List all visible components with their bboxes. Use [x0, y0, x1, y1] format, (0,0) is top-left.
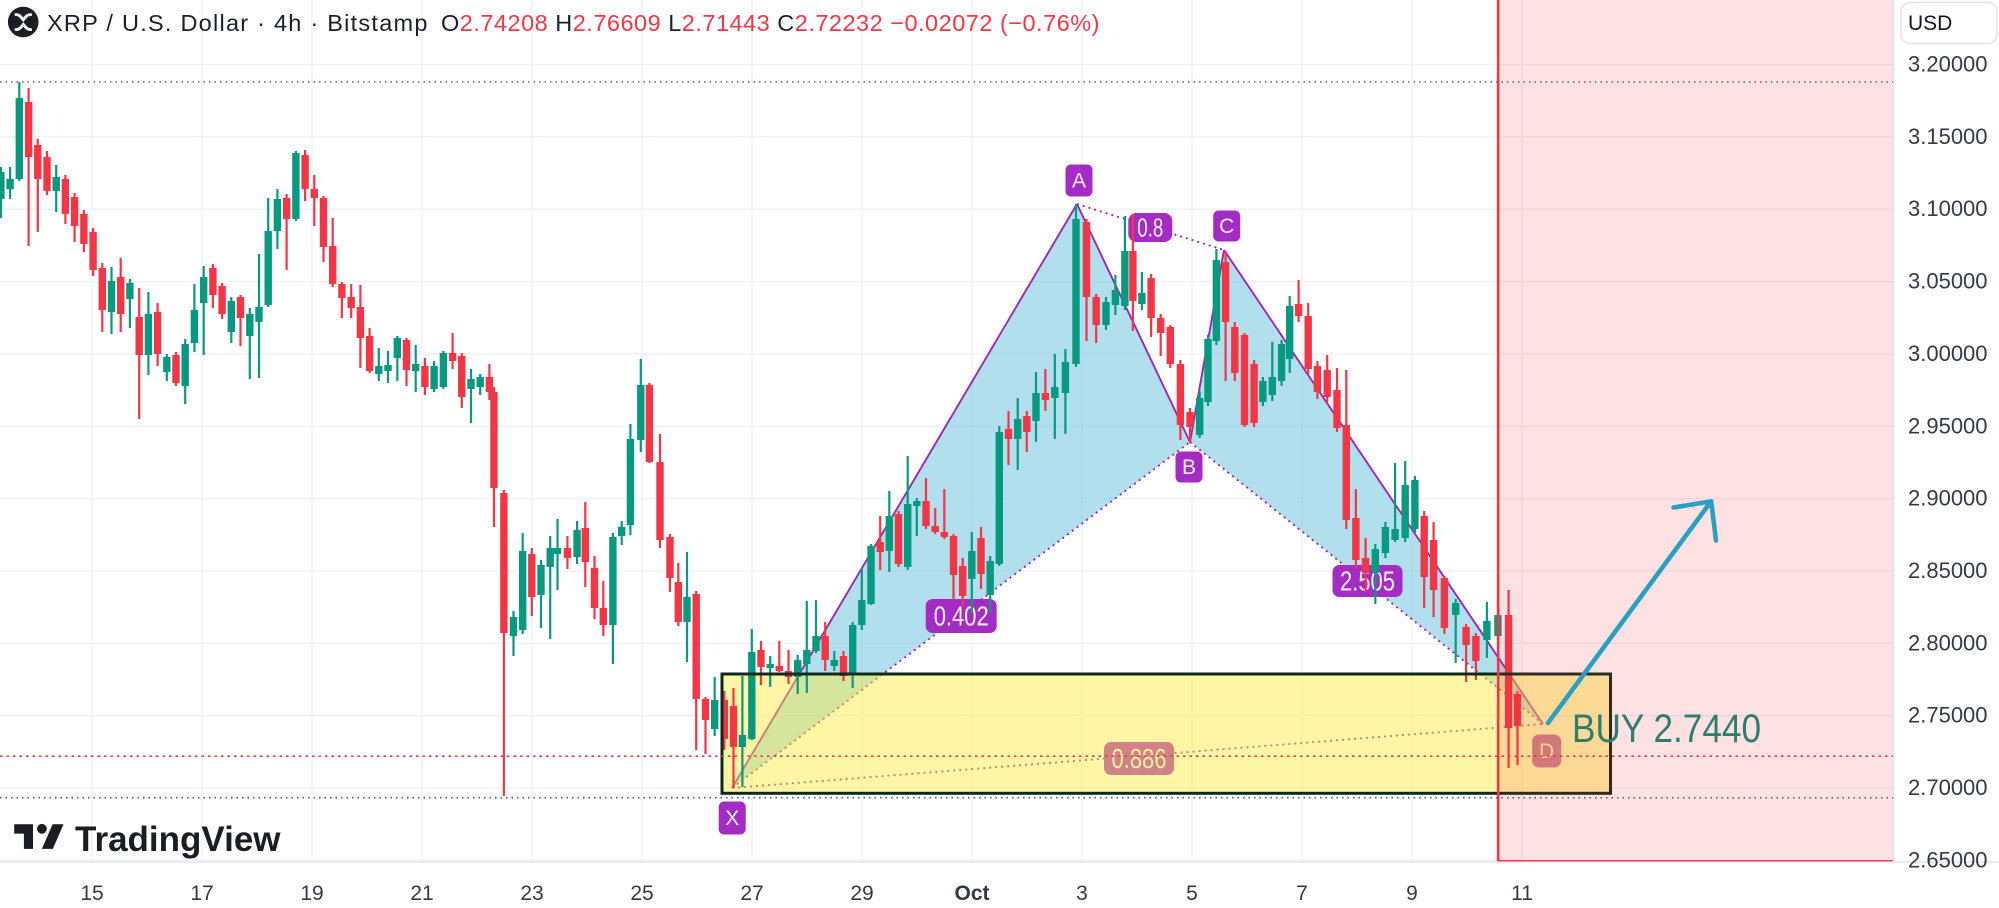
- svg-text:19: 19: [300, 882, 323, 905]
- svg-text:23: 23: [520, 882, 543, 905]
- svg-text:D: D: [1539, 740, 1554, 763]
- svg-text:3.00000: 3.00000: [1908, 341, 1988, 366]
- svg-text:Oct: Oct: [954, 882, 989, 905]
- svg-text:O2.74208 H2.76609 L2.71443 C2.: O2.74208 H2.76609 L2.71443 C2.72232 −0.0…: [441, 10, 1100, 36]
- svg-text:29: 29: [850, 882, 873, 905]
- svg-text:X: X: [725, 807, 739, 830]
- svg-text:3.10000: 3.10000: [1908, 196, 1988, 221]
- svg-text:11: 11: [1511, 882, 1533, 905]
- svg-text:5: 5: [1186, 882, 1198, 905]
- svg-text:B: B: [1182, 456, 1196, 479]
- svg-text:XRP / U.S. Dollar · 4h · Bitst: XRP / U.S. Dollar · 4h · Bitstamp: [47, 10, 429, 36]
- svg-text:BUY 2.7440: BUY 2.7440: [1572, 707, 1761, 751]
- svg-text:2.80000: 2.80000: [1908, 630, 1988, 655]
- svg-text:2.95000: 2.95000: [1908, 413, 1988, 438]
- svg-text:2.85000: 2.85000: [1908, 558, 1988, 583]
- svg-text:TradingView: TradingView: [75, 820, 281, 859]
- svg-text:2.90000: 2.90000: [1908, 486, 1988, 511]
- svg-text:15: 15: [80, 882, 103, 905]
- svg-text:3: 3: [1076, 882, 1088, 905]
- svg-text:3.05000: 3.05000: [1908, 269, 1988, 294]
- svg-text:27: 27: [740, 882, 763, 905]
- svg-text:7: 7: [1296, 882, 1308, 905]
- svg-text:C: C: [1219, 215, 1234, 238]
- svg-text:0.402: 0.402: [934, 601, 989, 632]
- svg-text:25: 25: [630, 882, 653, 905]
- svg-text:17: 17: [190, 882, 213, 905]
- svg-text:2.65000: 2.65000: [1908, 847, 1988, 872]
- svg-text:A: A: [1072, 170, 1086, 193]
- svg-text:3.20000: 3.20000: [1908, 52, 1988, 77]
- svg-text:3.15000: 3.15000: [1908, 124, 1988, 149]
- svg-text:21: 21: [410, 882, 433, 905]
- svg-text:0.8: 0.8: [1137, 212, 1163, 242]
- svg-text:9: 9: [1406, 882, 1418, 905]
- svg-text:2.70000: 2.70000: [1908, 775, 1988, 800]
- svg-text:USD: USD: [1908, 12, 1952, 35]
- svg-text:0.886: 0.886: [1112, 743, 1167, 774]
- svg-text:2.75000: 2.75000: [1908, 703, 1988, 728]
